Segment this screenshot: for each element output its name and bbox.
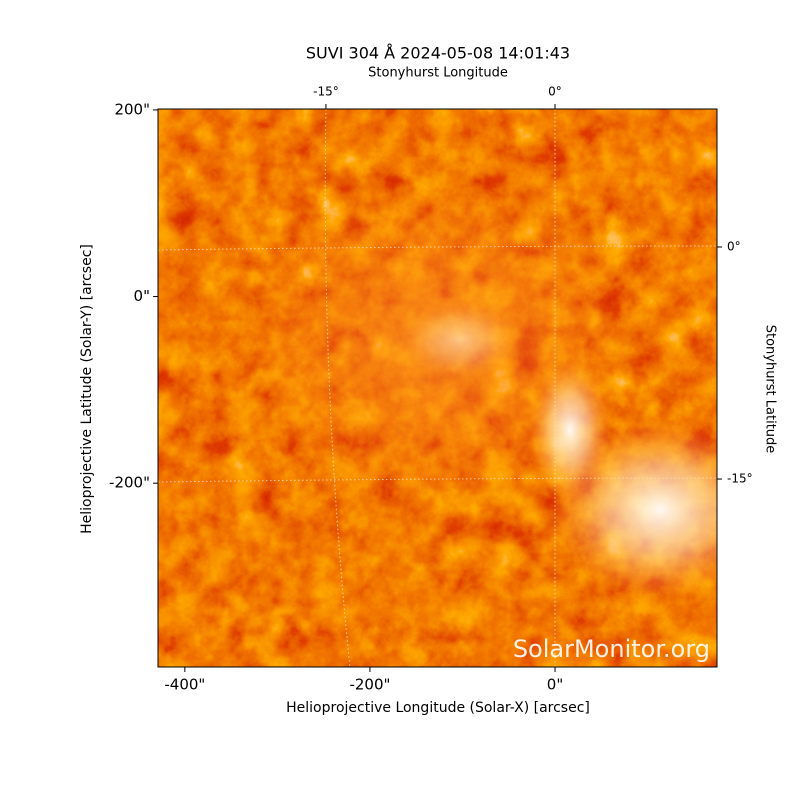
top-tick-label: 0°	[548, 85, 562, 99]
y-tick-label: 200"	[114, 100, 150, 118]
right-tick-label: -15°	[727, 472, 753, 486]
latitude-line	[157, 245, 718, 251]
x-tick-label: 0"	[547, 676, 563, 694]
longitude-line	[324, 108, 351, 668]
latitude-line	[157, 477, 718, 483]
x-axis-label: Helioprojective Longitude (Solar-X) [arc…	[286, 700, 590, 716]
coordinate-grid	[157, 108, 718, 668]
top-tick-label: -15°	[313, 85, 339, 99]
right-tick-label: 0°	[727, 240, 741, 254]
bright-ribbon	[530, 360, 610, 500]
top-axis-label: Stonyhurst Longitude	[368, 66, 508, 81]
solar-image	[158, 109, 717, 667]
x-tick-label: -200"	[349, 676, 390, 694]
axes-frame	[157, 108, 718, 668]
right-axis-label: Stonyhurst Latitude	[763, 325, 778, 454]
chart-title: SUVI 304 Å 2024-05-08 14:01:43	[306, 44, 570, 63]
bright-loop	[400, 300, 520, 380]
x-tick-label: -400"	[164, 676, 205, 694]
y-tick-label: 0"	[134, 287, 150, 305]
y-tick-label: -200"	[109, 474, 150, 492]
watermark: SolarMonitor.org	[513, 635, 710, 663]
y-axis-label: Helioprojective Latitude (Solar-Y) [arcs…	[79, 244, 95, 534]
